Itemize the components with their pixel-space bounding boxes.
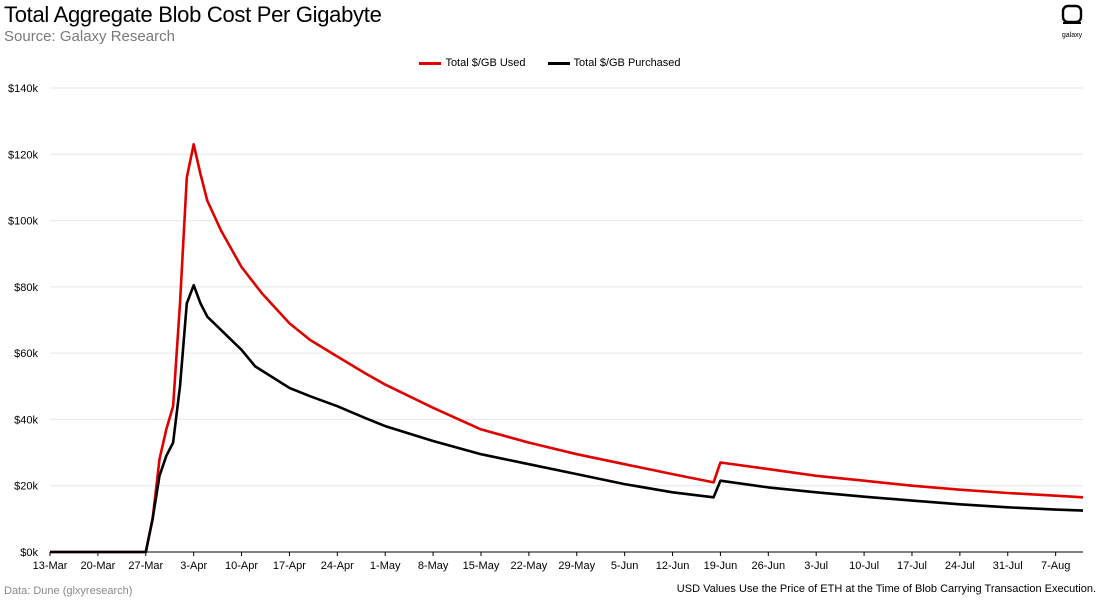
legend-swatch-used bbox=[419, 61, 442, 65]
x-tick-label: 3-Apr bbox=[180, 560, 207, 572]
x-tick-label: 7-Aug bbox=[1041, 560, 1070, 572]
x-tick-label: 12-Jun bbox=[656, 560, 690, 572]
x-tick-label: 22-May bbox=[511, 560, 548, 572]
y-tick-label: $40k bbox=[14, 414, 38, 426]
y-tick-label: $140k bbox=[8, 83, 38, 95]
x-tick-label: 24-Apr bbox=[321, 560, 354, 572]
y-tick-label: $80k bbox=[14, 282, 38, 294]
y-tick-label: $100k bbox=[8, 216, 38, 228]
galaxy-logo: galaxy bbox=[1058, 4, 1086, 39]
x-tick-label: 13-Mar bbox=[33, 560, 68, 572]
y-tick-label: $120k bbox=[8, 149, 38, 161]
y-tick-label: $60k bbox=[14, 348, 38, 360]
chart-title: Total Aggregate Blob Cost Per Gigabyte bbox=[4, 2, 382, 27]
chart-subtitle: Source: Galaxy Research bbox=[4, 28, 175, 45]
series-line-purchased bbox=[50, 283, 1084, 554]
x-tick-label: 10-Apr bbox=[225, 560, 258, 572]
x-tick-label: 20-Mar bbox=[80, 560, 115, 572]
x-tick-label: 1-May bbox=[370, 560, 401, 572]
x-tick-label: 17-Jul bbox=[897, 560, 927, 572]
x-tick-label: 17-Apr bbox=[273, 560, 306, 572]
galaxy-logo-icon bbox=[1061, 4, 1083, 24]
y-tick-label: $20k bbox=[14, 481, 38, 493]
x-tick-label: 27-Mar bbox=[128, 560, 163, 572]
x-tick-label: 3-Jul bbox=[804, 560, 828, 572]
y-axis: $0k $20k $40k $60k $80k $100k $120k $140k bbox=[8, 83, 38, 559]
legend-item-purchased: Total $/GB Purchased bbox=[547, 57, 681, 69]
legend-item-used: Total $/GB Used bbox=[419, 57, 526, 69]
x-tick-label: 31-Jul bbox=[993, 560, 1023, 572]
x-tick-label: 8-May bbox=[418, 560, 449, 572]
x-axis: 13-Mar 20-Mar 27-Mar 3-Apr 10-Apr 17-Apr 24-Ap… bbox=[33, 552, 1070, 572]
x-tick-label: 19-Jun bbox=[704, 560, 738, 572]
legend-label-purchased: Total $/GB Purchased bbox=[573, 57, 681, 69]
x-tick-label: 26-Jun bbox=[751, 560, 785, 572]
series-lines bbox=[50, 143, 1084, 554]
x-tick-label: 15-May bbox=[463, 560, 500, 572]
legend-label-used: Total $/GB Used bbox=[445, 57, 526, 69]
x-tick-label: 29-May bbox=[558, 560, 595, 572]
y-tick-label: $0k bbox=[20, 547, 38, 559]
data-source-note: Data: Dune (glxyresearch) bbox=[4, 585, 133, 597]
methodology-note: USD Values Use the Price of ETH at the T… bbox=[676, 583, 1096, 595]
chart-legend: Total $/GB Used Total $/GB Purchased bbox=[0, 57, 1100, 69]
x-tick-label: 24-Jul bbox=[945, 560, 975, 572]
x-tick-label: 5-Jun bbox=[611, 560, 639, 572]
galaxy-logo-text: galaxy bbox=[1061, 32, 1083, 39]
x-tick-label: 10-Jul bbox=[849, 560, 879, 572]
series-line-used bbox=[50, 143, 1084, 554]
chart-grid bbox=[50, 87, 1083, 553]
legend-swatch-purchased bbox=[547, 61, 570, 65]
